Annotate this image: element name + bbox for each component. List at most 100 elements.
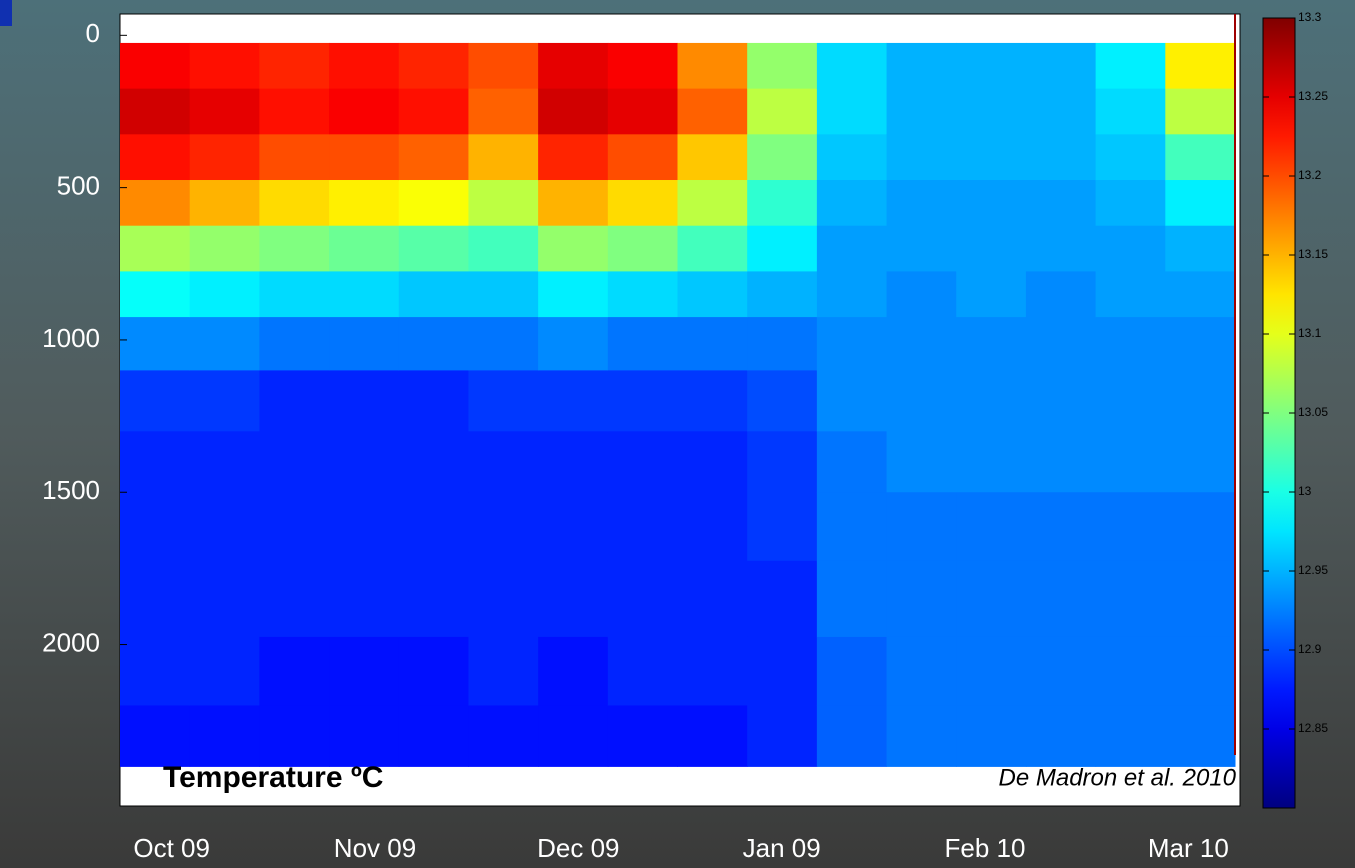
heatmap-cell: [956, 180, 1027, 227]
heatmap-cell: [747, 370, 818, 432]
heatmap-cell: [398, 560, 469, 638]
heatmap-cell: [259, 636, 330, 706]
heatmap-cell: [956, 88, 1027, 135]
colorbar-tick-label: 12.95: [1298, 563, 1328, 577]
heatmap-cell: [189, 492, 260, 562]
heatmap-cell: [677, 317, 748, 371]
heatmap-cell: [886, 636, 957, 706]
heatmap-cell: [816, 134, 888, 181]
heatmap-cell: [607, 225, 678, 272]
heatmap-cell: [747, 271, 818, 318]
heatmap-cell: [886, 492, 957, 562]
heatmap-cell: [329, 370, 400, 432]
heatmap: [120, 42, 1236, 767]
heatmap-cell: [120, 88, 191, 135]
heatmap-cell: [1095, 88, 1166, 135]
heatmap-cell: [538, 180, 609, 227]
slide-accent: [0, 0, 12, 26]
heatmap-cell: [677, 636, 748, 706]
heatmap-cell: [189, 180, 260, 227]
heatmap-cell: [538, 492, 609, 562]
heatmap-cell: [398, 705, 469, 767]
heatmap-cell: [468, 370, 539, 432]
heatmap-cell: [189, 271, 260, 318]
heatmap-cell: [468, 492, 539, 562]
heatmap-cell: [747, 317, 818, 371]
heatmap-cell: [538, 431, 609, 493]
heatmap-cell: [538, 225, 609, 272]
heatmap-cell: [607, 271, 678, 318]
colorbar-tick-label: 13.1: [1298, 326, 1322, 340]
heatmap-cell: [677, 134, 748, 181]
x-tick-label: Nov 09: [334, 833, 416, 863]
heatmap-cell: [329, 636, 400, 706]
heatmap-cell: [120, 180, 191, 227]
heatmap-cell: [1095, 370, 1166, 432]
heatmap-cell: [747, 180, 818, 227]
heatmap-cell: [538, 88, 609, 135]
heatmap-cell: [1165, 560, 1236, 638]
heatmap-cell: [259, 271, 330, 318]
chart-title: Temperature ºC: [163, 761, 383, 794]
heatmap-cell: [956, 636, 1027, 706]
heatmap-cell: [468, 271, 539, 318]
heatmap-cell: [607, 134, 678, 181]
heatmap-cell: [538, 134, 609, 181]
heatmap-cell: [607, 492, 678, 562]
heatmap-cell: [1165, 180, 1236, 227]
heatmap-cell: [1025, 431, 1097, 493]
heatmap-cell: [468, 42, 539, 90]
heatmap-cell: [329, 705, 400, 767]
heatmap-cell: [816, 42, 888, 90]
heatmap-cell: [607, 317, 678, 371]
heatmap-cell: [816, 370, 888, 432]
heatmap-cell: [886, 180, 957, 227]
heatmap-cell: [607, 42, 678, 90]
heatmap-cell: [1165, 492, 1236, 562]
heatmap-cell: [1025, 317, 1097, 371]
heatmap-cell: [1095, 492, 1166, 562]
colorbar-tick-label: 13.05: [1298, 405, 1328, 419]
heatmap-cell: [398, 134, 469, 181]
heatmap-cell: [189, 42, 260, 90]
heatmap-cell: [1095, 180, 1166, 227]
heatmap-cell: [120, 560, 191, 638]
heatmap-cell: [1095, 560, 1166, 638]
heatmap-cell: [120, 492, 191, 562]
y-tick-label: 500: [57, 171, 100, 201]
heatmap-cell: [120, 431, 191, 493]
heatmap-cell: [816, 271, 888, 318]
colorbar-tick-label: 13.25: [1298, 89, 1328, 103]
heatmap-cell: [259, 134, 330, 181]
heatmap-cell: [120, 225, 191, 272]
heatmap-cell: [886, 271, 957, 318]
heatmap-cell: [329, 560, 400, 638]
heatmap-cell: [259, 317, 330, 371]
heatmap-cell: [956, 134, 1027, 181]
heatmap-cell: [816, 180, 888, 227]
heatmap-cell: [1025, 560, 1097, 638]
heatmap-cell: [398, 431, 469, 493]
heatmap-cell: [329, 317, 400, 371]
heatmap-cell: [468, 705, 539, 767]
y-tick-label: 1500: [42, 475, 100, 505]
colorbar-tick-label: 12.9: [1298, 642, 1322, 656]
heatmap-cell: [538, 370, 609, 432]
heatmap-cell: [1165, 317, 1236, 371]
heatmap-cell: [1025, 88, 1097, 135]
heatmap-cell: [1095, 271, 1166, 318]
heatmap-cell: [1095, 705, 1166, 767]
heatmap-cell: [1165, 370, 1236, 432]
heatmap-cell: [1025, 636, 1097, 706]
heatmap-cell: [1025, 271, 1097, 318]
heatmap-cell: [816, 636, 888, 706]
heatmap-cell: [956, 225, 1027, 272]
heatmap-cell: [398, 370, 469, 432]
heatmap-cell: [1095, 225, 1166, 272]
heatmap-cell: [886, 370, 957, 432]
heatmap-cell: [677, 370, 748, 432]
heatmap-cell: [677, 431, 748, 493]
heatmap-cell: [189, 431, 260, 493]
heatmap-cell: [677, 492, 748, 562]
